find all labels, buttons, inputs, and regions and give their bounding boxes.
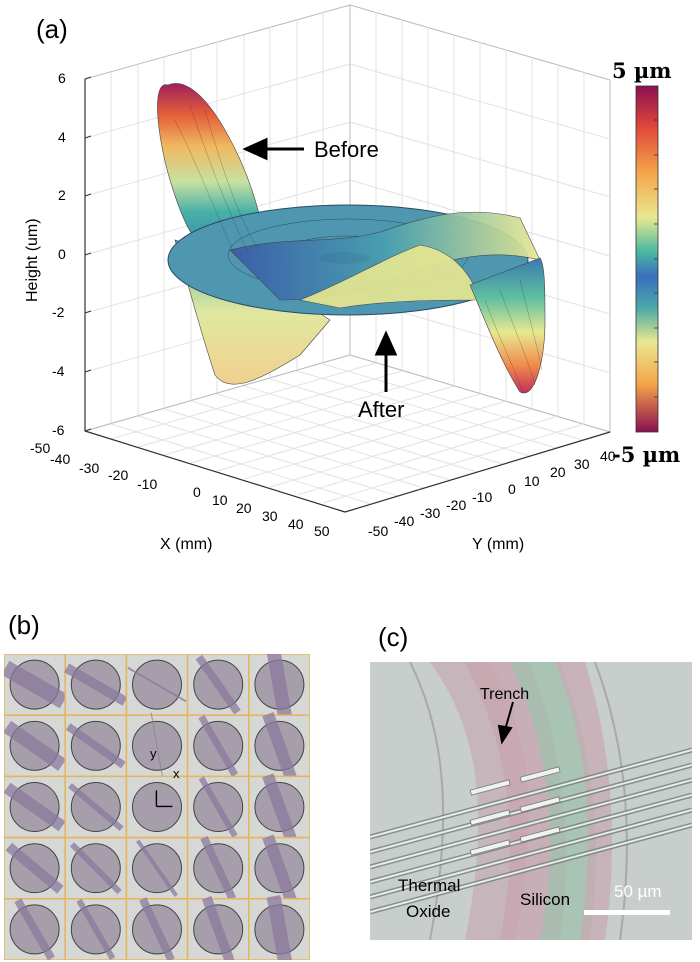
grid-cell: [248, 834, 310, 902]
grid-cell: [186, 654, 250, 716]
grid-cell: [4, 836, 66, 900]
grid-cell: [125, 712, 189, 780]
grid-cell: [186, 896, 250, 960]
z-tick: 2: [58, 187, 66, 203]
y-tick: 0: [508, 481, 516, 497]
grid-cell: [186, 775, 250, 839]
x-tick: -50: [30, 440, 51, 456]
grid-cell: [125, 836, 189, 900]
grid-cell: [186, 714, 250, 778]
y-tick: -30: [420, 505, 441, 521]
trench-label: Trench: [480, 686, 530, 703]
z-tick: 4: [58, 129, 66, 145]
before-annotation: Before: [314, 137, 379, 162]
thermal-oxide-label-line1: Thermal: [398, 876, 461, 895]
y-tick: 10: [524, 473, 540, 489]
x-tick: -30: [79, 460, 100, 476]
panel-a-label: (a): [36, 14, 68, 44]
panel-b-label: (b): [8, 610, 40, 640]
thermal-oxide-label-line2: Oxide: [406, 902, 451, 921]
after-annotation: After: [358, 397, 405, 422]
axis-y-label: y: [150, 746, 157, 761]
x-tick: -10: [137, 476, 158, 492]
x-tick: 30: [262, 508, 278, 524]
x-tick: 0: [193, 484, 201, 500]
microscope-grid: [4, 654, 310, 960]
z-tick: 0: [58, 246, 66, 262]
grid-cell: [64, 775, 128, 839]
before-arrow: [242, 137, 304, 161]
colorbar-top-label: 5 µm: [612, 58, 672, 83]
grid-cell: [186, 836, 250, 901]
xy-axes-icon: [155, 790, 173, 808]
grid-cell: [4, 654, 68, 716]
y-tick: -50: [368, 523, 389, 539]
grid-cell: [4, 775, 66, 839]
after-arrow: [374, 330, 398, 392]
x-tick: 50: [314, 523, 330, 539]
grid-cell: [125, 654, 189, 716]
grid-cell: [125, 897, 189, 960]
grid-cell: [64, 714, 128, 778]
y-tick: 20: [550, 464, 566, 480]
z-tick: -6: [52, 422, 65, 438]
x-tick: 10: [212, 492, 228, 508]
y-tick: 40: [600, 448, 616, 464]
y-tick: -20: [446, 497, 467, 513]
z-tick: -4: [52, 363, 65, 379]
grid-cell: [4, 714, 67, 778]
colorbar-bottom-label: -5 µm: [612, 442, 681, 467]
panel-c-label: (c): [378, 622, 409, 652]
grid-cell: [248, 773, 310, 841]
grid-cell: [4, 898, 66, 960]
scale-bar-label: 50 µm: [614, 882, 662, 901]
optical-micrograph: [370, 662, 692, 940]
grid-cell: [248, 712, 310, 780]
x-tick: -40: [50, 451, 71, 467]
y-tick: -10: [472, 489, 493, 505]
silicon-label: Silicon: [520, 890, 571, 909]
scale-bar: [584, 910, 670, 915]
x-tick: 20: [236, 500, 252, 516]
grid-cell: [64, 898, 128, 960]
grid-cell: [64, 836, 128, 900]
y-tick: -40: [394, 513, 415, 529]
x-tick: 40: [288, 516, 304, 532]
y-tick: 30: [574, 456, 590, 472]
axis-x-label: x: [173, 766, 180, 781]
x-tick: -20: [108, 467, 129, 483]
grid-cell: [248, 895, 310, 960]
z-tick: 6: [58, 70, 66, 86]
z-axis-title: Height (um): [24, 218, 41, 302]
y-axis-title: Y (mm): [472, 536, 525, 553]
x-axis-title: X (mm): [160, 536, 213, 553]
grid-cell: [248, 654, 310, 719]
z-tick: -2: [52, 304, 65, 320]
trench-arrow: [497, 701, 514, 745]
surface-plot: [83, 4, 659, 513]
grid-cell: [64, 654, 128, 716]
